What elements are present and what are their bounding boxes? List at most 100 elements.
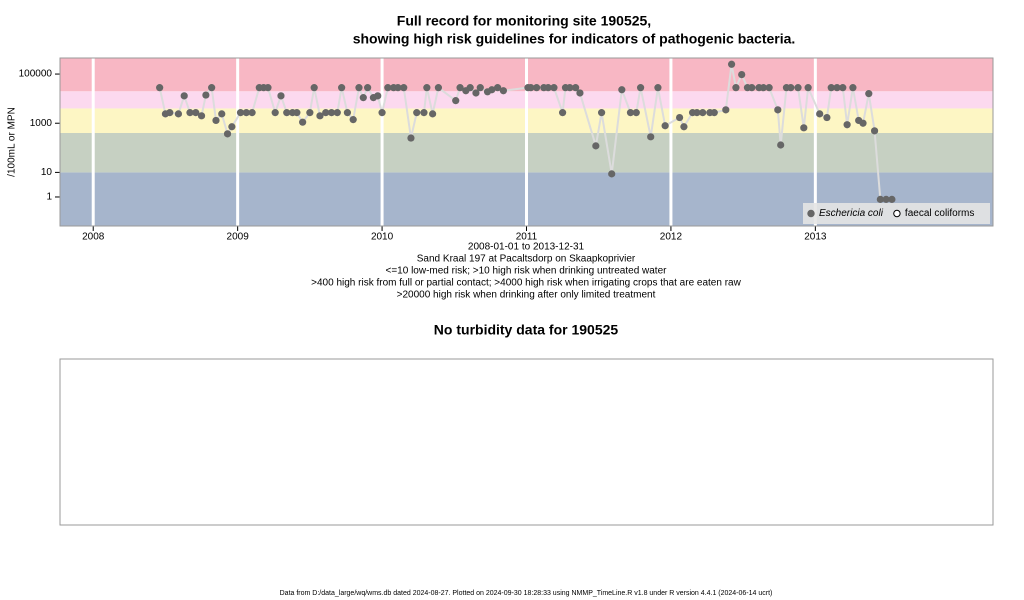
data-point [544, 84, 552, 92]
data-point [559, 109, 567, 117]
data-point [156, 84, 164, 92]
data-point [248, 109, 256, 117]
annotation: >400 high risk from full or partial cont… [311, 278, 741, 289]
data-point [264, 84, 272, 92]
data-point [236, 109, 245, 117]
data-point [804, 84, 812, 92]
data-point [876, 195, 884, 203]
data-point [527, 84, 535, 92]
annotation: <=10 low-med risk; >10 high risk when dr… [386, 266, 668, 277]
data-point [466, 84, 474, 92]
data-point [800, 124, 808, 132]
data-point [452, 97, 460, 105]
x-tick-label: 2011 [516, 232, 538, 243]
data-point [228, 123, 236, 131]
data-point [732, 84, 740, 92]
data-point [888, 195, 896, 203]
data-point [787, 84, 795, 92]
data-point [636, 84, 645, 92]
legend-marker [807, 209, 815, 218]
data-point [472, 89, 480, 97]
data-point [488, 86, 496, 94]
data-point [180, 92, 188, 100]
x-tick-label: 2013 [804, 232, 827, 243]
legend-label: Eschericia coli [819, 208, 884, 219]
data-point [710, 109, 718, 117]
data-point [843, 121, 851, 129]
x-tick-label: 2012 [660, 232, 683, 243]
data-point [316, 112, 324, 120]
chart-title: No turbidity data for 190525 [434, 322, 619, 338]
data-point [456, 84, 464, 92]
data-point [759, 84, 767, 92]
data-point [327, 109, 336, 117]
data-point [218, 110, 226, 118]
data-point [693, 109, 701, 117]
data-point [870, 127, 879, 135]
data-point [827, 84, 835, 92]
data-point [349, 116, 357, 124]
data-point [794, 84, 802, 92]
data-point [533, 84, 541, 92]
data-point [765, 84, 773, 92]
data-point [310, 84, 318, 92]
data-point [608, 170, 616, 178]
data-point [748, 84, 756, 92]
data-point [338, 84, 346, 92]
y-tick-label: 100000 [19, 69, 53, 80]
data-point [429, 110, 437, 118]
data-point [166, 109, 174, 117]
data-point [378, 109, 386, 117]
plot-area: 2008 2009 2010 2011 2012 2013 1 10 1000 100000 Esc… [19, 57, 994, 243]
data-point [333, 109, 341, 117]
data-point [322, 109, 330, 117]
data-point [192, 109, 200, 117]
data-point [550, 84, 558, 92]
data-point [626, 109, 635, 117]
data-point [208, 84, 216, 92]
data-point [632, 109, 640, 117]
data-point [359, 94, 367, 102]
data-point [598, 109, 606, 117]
y-tick-label: 1000 [30, 118, 53, 129]
data-point [434, 84, 442, 92]
data-point [566, 84, 574, 92]
x-tick-label: 2008 [82, 232, 105, 243]
plot-frame [59, 57, 994, 227]
data-point [774, 106, 782, 114]
data-point [680, 123, 688, 131]
data-point [661, 122, 669, 130]
data-point [197, 112, 206, 120]
data-point [675, 113, 684, 122]
data-point [494, 84, 502, 92]
footer: Data from D:/data_large/wq/wms.db dated … [280, 590, 773, 597]
data-point [849, 84, 857, 92]
data-point [499, 87, 507, 95]
data-point [355, 84, 363, 92]
data-point [576, 89, 584, 97]
data-point [727, 60, 736, 68]
data-point [299, 118, 307, 126]
data-point [592, 142, 600, 150]
data-point [618, 86, 626, 94]
data-point [859, 119, 867, 127]
data-point [839, 84, 847, 92]
data-point [223, 130, 232, 138]
data-point [423, 84, 431, 92]
data-point [420, 109, 428, 117]
data-point [394, 84, 402, 92]
annotation: Sand Kraal 197 at Pacaltsdorp on Skaapko… [417, 254, 636, 265]
data-point [823, 113, 831, 122]
data-point [647, 133, 655, 141]
legend-label: faecal coliforms [905, 208, 974, 219]
data-point [384, 84, 392, 92]
data-point [882, 195, 890, 203]
data-point [186, 109, 194, 117]
data-point [364, 84, 372, 92]
data-point [293, 109, 301, 117]
empty-panel [59, 358, 994, 526]
data-point [699, 109, 707, 117]
data-point [476, 84, 484, 92]
x-tick-label: 2010 [371, 232, 394, 243]
data-point [277, 92, 285, 100]
